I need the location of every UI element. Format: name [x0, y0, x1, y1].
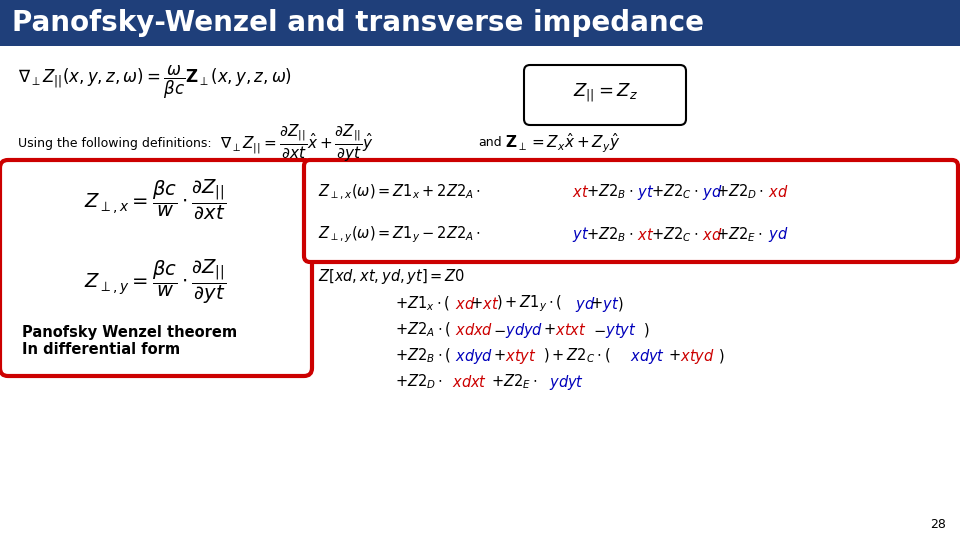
- Text: $)$: $)$: [643, 321, 649, 339]
- Text: $+Z2_D\cdot$: $+Z2_D\cdot$: [716, 183, 764, 201]
- Text: $Z_{\perp,y}(\omega)=Z1_y-2Z2_A\cdot$: $Z_{\perp,y}(\omega)=Z1_y-2Z2_A\cdot$: [318, 225, 481, 245]
- Text: $xtyt$: $xtyt$: [505, 347, 537, 366]
- Text: $xt$: $xt$: [572, 184, 589, 200]
- Text: $xdyt$: $xdyt$: [630, 347, 665, 366]
- Text: $yd$: $yd$: [702, 183, 722, 201]
- Text: $xtxt$: $xtxt$: [555, 322, 587, 338]
- Text: $+$: $+$: [668, 348, 681, 363]
- Text: $+Z1_x\cdot($: $+Z1_x\cdot($: [395, 295, 450, 313]
- FancyBboxPatch shape: [524, 65, 686, 125]
- Text: $+Z2_E\cdot$: $+Z2_E\cdot$: [491, 373, 538, 392]
- Text: $\nabla_\perp Z_{||} = \dfrac{\partial Z_{||}}{\partial xt}\hat{x}+\dfrac{\parti: $\nabla_\perp Z_{||} = \dfrac{\partial Z…: [220, 123, 374, 164]
- Text: $Z_{\perp,x}(\omega)=Z1_x+2Z2_A\cdot$: $Z_{\perp,x}(\omega)=Z1_x+2Z2_A\cdot$: [318, 183, 481, 201]
- Text: Using the following definitions:: Using the following definitions:: [18, 137, 211, 150]
- Text: $+Z2_B\cdot($: $+Z2_B\cdot($: [395, 347, 451, 365]
- Text: $)$: $)$: [617, 295, 623, 313]
- Text: $xdxd$: $xdxd$: [455, 322, 493, 338]
- Text: $+Z2_B\cdot$: $+Z2_B\cdot$: [586, 183, 634, 201]
- FancyBboxPatch shape: [304, 160, 958, 262]
- Polygon shape: [565, 108, 596, 122]
- FancyBboxPatch shape: [0, 0, 960, 46]
- Text: $+Z2_D\cdot$: $+Z2_D\cdot$: [395, 373, 444, 392]
- Text: $yd$: $yd$: [768, 226, 788, 245]
- Text: $)$: $)$: [718, 347, 725, 365]
- Text: $+Z2_A\cdot($: $+Z2_A\cdot($: [395, 321, 451, 339]
- Text: $Z_{||} = Z_z$: $Z_{||} = Z_z$: [572, 82, 637, 104]
- Text: $+Z2_C\cdot$: $+Z2_C\cdot$: [651, 183, 698, 201]
- Text: In differential form: In differential form: [22, 342, 180, 357]
- Text: $xdxt$: $xdxt$: [452, 374, 487, 390]
- Text: $+$: $+$: [543, 322, 556, 338]
- Text: $xtyd$: $xtyd$: [680, 347, 715, 366]
- Text: $+$: $+$: [470, 296, 483, 312]
- FancyBboxPatch shape: [0, 160, 312, 376]
- Text: $ytyt$: $ytyt$: [605, 321, 636, 340]
- Text: $xt$: $xt$: [482, 296, 499, 312]
- Text: $+$: $+$: [590, 296, 603, 312]
- Text: $ydyt$: $ydyt$: [549, 373, 584, 392]
- Text: $+Z2_C\cdot$: $+Z2_C\cdot$: [651, 226, 698, 244]
- Text: $-$: $-$: [593, 322, 606, 338]
- Text: $ydyd$: $ydyd$: [505, 321, 543, 340]
- Text: $+Z2_B\cdot$: $+Z2_B\cdot$: [586, 226, 634, 244]
- Text: $xdyd$: $xdyd$: [455, 347, 493, 366]
- Text: $)+Z2_C\cdot($: $)+Z2_C\cdot($: [543, 347, 611, 365]
- Text: $Z[xd,xt,yd,yt]=Z0$: $Z[xd,xt,yd,yt]=Z0$: [318, 267, 466, 287]
- Text: $yt$: $yt$: [602, 294, 619, 314]
- Text: $-$: $-$: [493, 322, 506, 338]
- Text: $xd$: $xd$: [768, 184, 788, 200]
- Text: $yt$: $yt$: [637, 183, 654, 201]
- Text: Panofsky-Wenzel and transverse impedance: Panofsky-Wenzel and transverse impedance: [12, 9, 704, 37]
- Text: $+Z2_E\cdot$: $+Z2_E\cdot$: [716, 226, 762, 244]
- Text: $\nabla_\perp Z_{||}(x,y,z,\omega)=\dfrac{\omega}{\beta c}\mathbf{Z}_\perp(x,y,z: $\nabla_\perp Z_{||}(x,y,z,\omega)=\dfra…: [18, 63, 292, 100]
- Text: $xd$: $xd$: [455, 296, 475, 312]
- Text: $)+Z1_y\cdot($: $)+Z1_y\cdot($: [496, 294, 563, 314]
- Text: $yd$: $yd$: [575, 294, 595, 314]
- Text: $xd$: $xd$: [702, 227, 722, 243]
- Text: Panofsky Wenzel theorem: Panofsky Wenzel theorem: [22, 326, 237, 341]
- Text: and: and: [478, 137, 502, 150]
- Text: $\mathbf{Z}_\perp = Z_x\hat{x}+Z_y\hat{y}$: $\mathbf{Z}_\perp = Z_x\hat{x}+Z_y\hat{y…: [505, 131, 620, 155]
- Text: $Z_{\perp,x}=\dfrac{\beta c}{w}\cdot\dfrac{\partial Z_{||}}{\partial xt}$: $Z_{\perp,x}=\dfrac{\beta c}{w}\cdot\dfr…: [84, 178, 227, 222]
- Text: $xt$: $xt$: [637, 227, 654, 243]
- Text: $+$: $+$: [493, 348, 506, 363]
- Text: 28: 28: [930, 518, 946, 531]
- Text: $yt$: $yt$: [572, 226, 589, 245]
- Text: $Z_{\perp,y}=\dfrac{\beta c}{w}\cdot\dfrac{\partial Z_{||}}{\partial yt}$: $Z_{\perp,y}=\dfrac{\beta c}{w}\cdot\dfr…: [84, 258, 227, 306]
